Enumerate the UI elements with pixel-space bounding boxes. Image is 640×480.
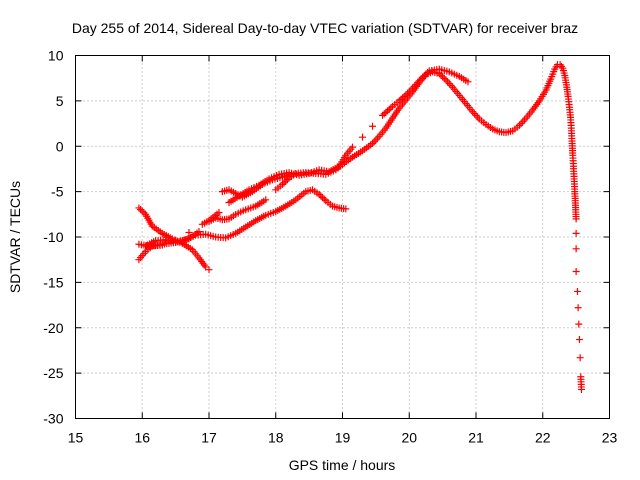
data-point [317,192,325,200]
data-point [572,245,580,253]
data-point [349,143,357,151]
data-point [576,354,584,362]
data-point [387,104,395,112]
data-point [158,241,166,249]
chart-title: Day 255 of 2014, Sidereal Day-to-day VTE… [72,20,578,36]
data-point [282,177,290,185]
data-point [320,195,328,203]
y-tick-labels: -30 -25 -20 -15 -10 -5 0 5 10 [43,48,63,427]
series-track-3 [135,65,472,250]
data-point [205,266,213,274]
data-point [422,70,430,78]
data-point [572,267,580,275]
series-track-5 [218,170,293,201]
data-point [520,116,528,124]
series-track-4 [142,186,350,250]
data-point [285,170,293,178]
data-point [574,304,582,312]
data-point [572,229,580,237]
x-tick-label: 19 [335,430,351,446]
data-point [369,122,377,130]
axis-ticks [75,55,610,419]
data-point [138,207,146,215]
data-point [262,196,270,204]
data-point [464,78,472,86]
data-point [370,138,378,146]
data-point [385,105,393,113]
data-point [424,69,432,77]
data-point [195,228,203,236]
y-tick-label: -15 [43,274,63,290]
x-tick-label: 17 [201,430,217,446]
data-point [419,73,427,81]
data-point [380,110,388,118]
x-tick-label: 23 [602,430,618,446]
data-point [137,206,145,214]
data-point [444,78,452,86]
data-point [402,91,410,99]
series-track-1 [135,204,213,274]
y-tick-label: -10 [43,229,63,245]
x-axis-label: GPS time / hours [289,457,396,473]
y-axis-label: SDTVAR / TECUs [7,181,23,293]
data-point [517,120,525,128]
y-tick-label: 0 [56,138,64,154]
data-point [573,287,581,295]
x-tick-label: 21 [468,430,484,446]
series-group [135,61,585,393]
y-tick-label: -30 [43,411,63,427]
data-point [399,94,407,102]
x-tick-label: 22 [535,430,551,446]
data-point [140,209,148,217]
data-point [374,134,382,142]
data-point [318,194,326,202]
data-point [447,81,455,89]
x-tick-labels: 15 16 17 18 19 20 21 22 23 [68,430,618,446]
data-point [439,73,447,81]
data-point [519,118,527,126]
data-point [472,111,480,119]
data-point [342,205,350,213]
data-point [404,89,412,97]
data-point [577,385,585,393]
y-tick-label: 5 [56,93,64,109]
data-point [437,71,445,79]
data-point [215,208,223,216]
data-point [278,180,286,188]
data-point [470,110,478,118]
data-point [400,92,408,100]
data-point [420,72,428,80]
x-tick-label: 18 [268,430,284,446]
data-point [575,320,583,328]
data-point [372,136,380,144]
data-point [395,97,403,105]
data-point [440,74,448,82]
x-tick-label: 16 [134,430,150,446]
x-tick-label: 20 [401,430,417,446]
data-point [382,108,390,116]
y-tick-label: -20 [43,320,63,336]
data-point [379,111,387,119]
data-point [572,215,580,223]
y-tick-label: -25 [43,365,63,381]
data-point [575,336,583,344]
data-point [315,190,323,198]
data-point [185,228,193,236]
y-tick-label: -5 [51,184,64,200]
data-point [280,179,288,187]
x-tick-label: 15 [68,430,84,446]
data-point [135,204,143,212]
data-point [442,76,450,84]
data-point [474,113,482,121]
data-point [445,80,453,88]
data-point [384,107,392,115]
y-tick-label: 10 [48,48,64,64]
data-point [397,95,405,103]
data-point [359,133,367,141]
